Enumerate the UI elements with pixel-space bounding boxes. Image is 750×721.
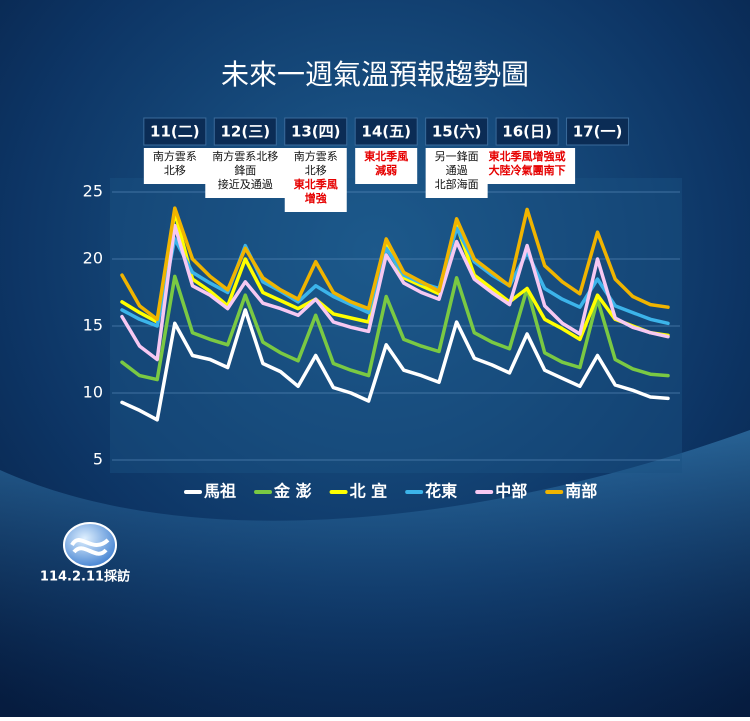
day-header: 12(三) [220,123,270,141]
logo [63,522,117,568]
series-line [120,223,670,362]
y-tick-label: 20 [83,249,103,268]
note-box [479,148,576,184]
note-text-red: 大陸冷氣團南下 [489,163,566,177]
y-tick-label: 10 [83,383,103,402]
legend-label: 金 澎 [273,482,312,501]
note-text: 北部海面 [435,177,479,191]
note-text: 另一鋒面 [435,149,479,163]
y-tick-label: 25 [83,182,103,201]
legend-label: 北 宜 [350,482,388,501]
note-text: 北移 [164,164,186,177]
series-line [120,308,670,422]
legend-label: 中部 [495,482,527,501]
note-text: 南方雲系北移 [212,149,278,163]
day-header: 17(一) [573,123,623,141]
series-line [120,226,670,328]
chart-title: 未來一週氣溫預報趨勢圖 [221,58,529,91]
series-line [120,206,670,322]
footer-text: 114.2.11採訪 [40,569,130,585]
note-text-red: 東北季風 [294,177,338,191]
day-header: 11(二) [150,123,200,141]
note-text-red: 東北季風增強或 [489,149,566,163]
day-header: 14(五) [361,123,411,141]
note-text: 鋒面 [234,163,256,177]
day-header-box [284,117,348,146]
note-text: 通過 [446,164,468,177]
background-wave [0,430,750,717]
day-header-box [425,117,489,146]
note-box [143,148,206,184]
day-header: 13(四) [291,123,341,141]
legend-label: 花東 [425,482,457,501]
note-text: 南方雲系 [153,149,197,163]
note-box [205,148,286,198]
day-header-box [143,117,207,146]
y-tick-label: 15 [83,316,103,335]
legend-label: 馬祖 [204,482,236,501]
note-box [284,148,347,212]
series-line [120,274,670,382]
note-text: 接近及通過 [218,178,273,191]
note-text-red: 東北季風 [364,149,408,163]
y-tick-label: 5 [93,450,103,469]
day-header: 15(六) [432,123,482,141]
note-box [425,148,488,198]
note-text-red: 增強 [305,191,327,205]
day-header-box [354,117,418,146]
day-header-box [213,117,277,146]
note-text: 南方雲系 [294,149,338,163]
day-header: 16(日) [502,123,552,141]
day-header-box [566,117,630,146]
note-text: 北移 [305,164,327,177]
day-header-box [495,117,559,146]
note-text-red: 減弱 [375,163,397,177]
legend-label: 南部 [565,482,597,501]
note-box [355,148,418,184]
